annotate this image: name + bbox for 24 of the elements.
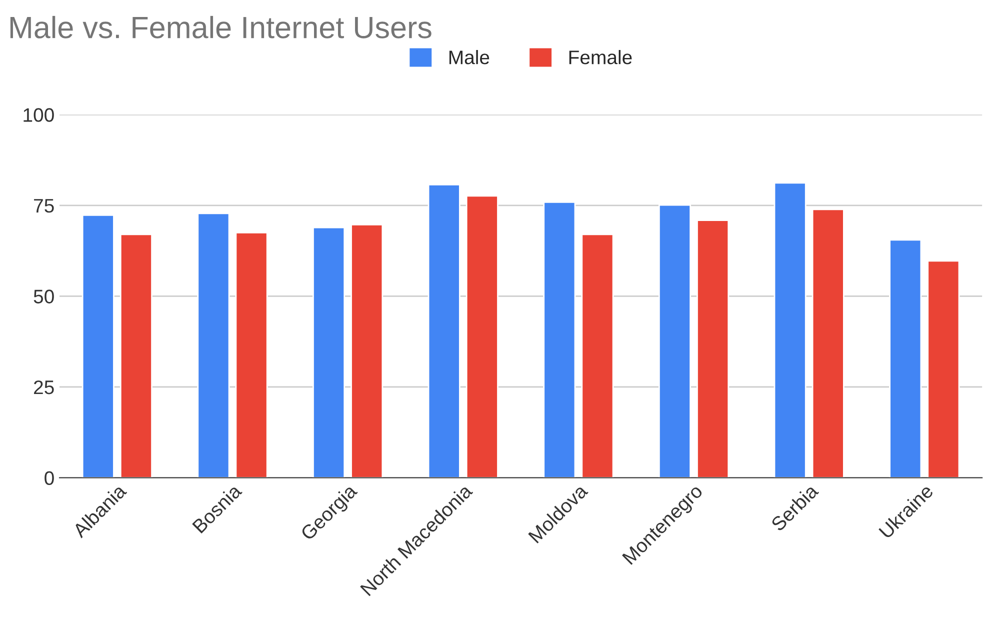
y-tick-label: 0 xyxy=(44,471,54,485)
bar xyxy=(774,182,806,478)
bar xyxy=(235,232,268,478)
bar xyxy=(428,184,460,478)
bar xyxy=(581,234,614,478)
bar xyxy=(812,208,844,478)
y-tick-label: 50 xyxy=(34,290,54,304)
bar xyxy=(350,224,384,478)
bar xyxy=(889,239,922,478)
bar xyxy=(696,220,730,478)
bar xyxy=(658,204,692,478)
bar xyxy=(543,201,576,478)
y-tick-label: 25 xyxy=(34,380,54,394)
bar xyxy=(197,212,230,478)
bar xyxy=(466,195,498,478)
bar xyxy=(82,214,114,478)
legend-label: Male xyxy=(449,50,490,64)
bar xyxy=(120,234,152,478)
bar xyxy=(927,260,960,478)
bar xyxy=(312,226,346,478)
y-tick-label: 100 xyxy=(24,108,54,122)
legend-label: Female xyxy=(569,50,632,64)
chart-title: Male vs. Female Internet Users xyxy=(10,16,432,38)
y-tick-label: 75 xyxy=(34,199,54,213)
